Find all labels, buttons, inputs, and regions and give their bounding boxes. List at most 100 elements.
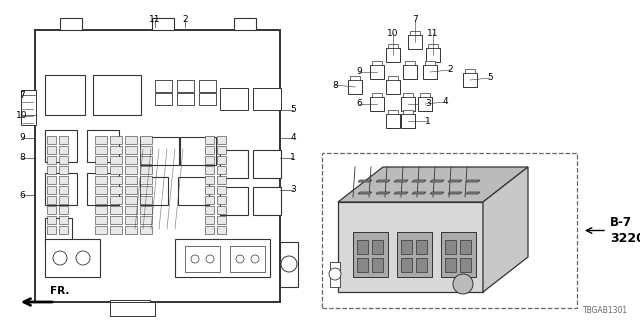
Bar: [95, 186, 107, 194]
Bar: [185, 246, 220, 272]
Bar: [386, 114, 400, 128]
Bar: [95, 206, 107, 214]
Bar: [59, 156, 68, 164]
Bar: [388, 110, 398, 114]
Bar: [418, 97, 432, 111]
Text: 5: 5: [290, 106, 296, 115]
Bar: [205, 196, 214, 204]
Bar: [95, 166, 107, 174]
Text: 7: 7: [19, 91, 25, 100]
Bar: [47, 136, 56, 144]
Bar: [47, 156, 56, 164]
Bar: [416, 240, 427, 254]
Bar: [110, 146, 122, 154]
Bar: [140, 186, 152, 194]
Bar: [110, 216, 122, 224]
Polygon shape: [466, 180, 480, 182]
Bar: [408, 35, 422, 49]
Bar: [110, 186, 122, 194]
Bar: [386, 48, 400, 62]
Circle shape: [236, 255, 244, 263]
Bar: [217, 146, 226, 154]
Bar: [177, 80, 194, 92]
Circle shape: [329, 268, 341, 280]
Text: 10: 10: [16, 110, 28, 119]
Bar: [125, 146, 137, 154]
Bar: [372, 240, 383, 254]
Bar: [21, 90, 36, 125]
Text: 5: 5: [487, 74, 493, 83]
Bar: [403, 65, 417, 79]
Polygon shape: [466, 192, 480, 194]
Bar: [110, 206, 122, 214]
Bar: [110, 226, 122, 234]
Bar: [125, 166, 137, 174]
Bar: [59, 186, 68, 194]
Bar: [178, 177, 209, 205]
Circle shape: [191, 255, 199, 263]
Bar: [372, 61, 382, 65]
Bar: [205, 216, 214, 224]
Polygon shape: [338, 167, 528, 202]
Bar: [87, 130, 119, 162]
Circle shape: [53, 251, 67, 265]
Polygon shape: [358, 180, 372, 182]
Bar: [59, 216, 68, 224]
Bar: [140, 146, 152, 154]
Bar: [140, 196, 152, 204]
Bar: [87, 173, 119, 205]
Bar: [45, 130, 77, 162]
Bar: [45, 75, 85, 115]
Bar: [217, 196, 226, 204]
Bar: [372, 258, 383, 272]
Bar: [330, 262, 340, 287]
Text: 4: 4: [442, 98, 448, 107]
Bar: [217, 206, 226, 214]
Bar: [45, 218, 72, 245]
Text: 2: 2: [447, 66, 453, 75]
Bar: [175, 239, 270, 277]
Bar: [205, 166, 214, 174]
Bar: [47, 146, 56, 154]
Bar: [401, 240, 412, 254]
Text: FR.: FR.: [50, 286, 69, 296]
Bar: [253, 150, 281, 178]
Text: 1: 1: [425, 116, 431, 125]
Bar: [140, 137, 179, 165]
Bar: [95, 216, 107, 224]
Bar: [140, 156, 152, 164]
Text: 4: 4: [290, 133, 296, 142]
Bar: [140, 216, 152, 224]
Bar: [220, 88, 248, 110]
Circle shape: [206, 255, 214, 263]
Bar: [353, 232, 388, 277]
Polygon shape: [448, 180, 462, 182]
Bar: [217, 176, 226, 184]
Text: B-7: B-7: [610, 216, 632, 229]
Text: 10: 10: [387, 28, 399, 37]
Polygon shape: [394, 180, 408, 182]
Bar: [59, 206, 68, 214]
Polygon shape: [430, 192, 444, 194]
Bar: [403, 110, 413, 114]
Bar: [410, 31, 420, 35]
Bar: [465, 69, 475, 73]
Bar: [47, 216, 56, 224]
Bar: [401, 97, 415, 111]
Bar: [205, 226, 214, 234]
Bar: [386, 80, 400, 94]
Bar: [140, 166, 152, 174]
Bar: [47, 166, 56, 174]
Bar: [140, 136, 152, 144]
Text: 11: 11: [428, 28, 439, 37]
Bar: [445, 258, 456, 272]
Bar: [217, 156, 226, 164]
Polygon shape: [483, 167, 528, 292]
Bar: [420, 93, 430, 97]
Text: 8: 8: [332, 81, 338, 90]
Bar: [205, 206, 214, 214]
Bar: [95, 156, 107, 164]
Bar: [59, 196, 68, 204]
Bar: [95, 146, 107, 154]
Polygon shape: [394, 192, 408, 194]
